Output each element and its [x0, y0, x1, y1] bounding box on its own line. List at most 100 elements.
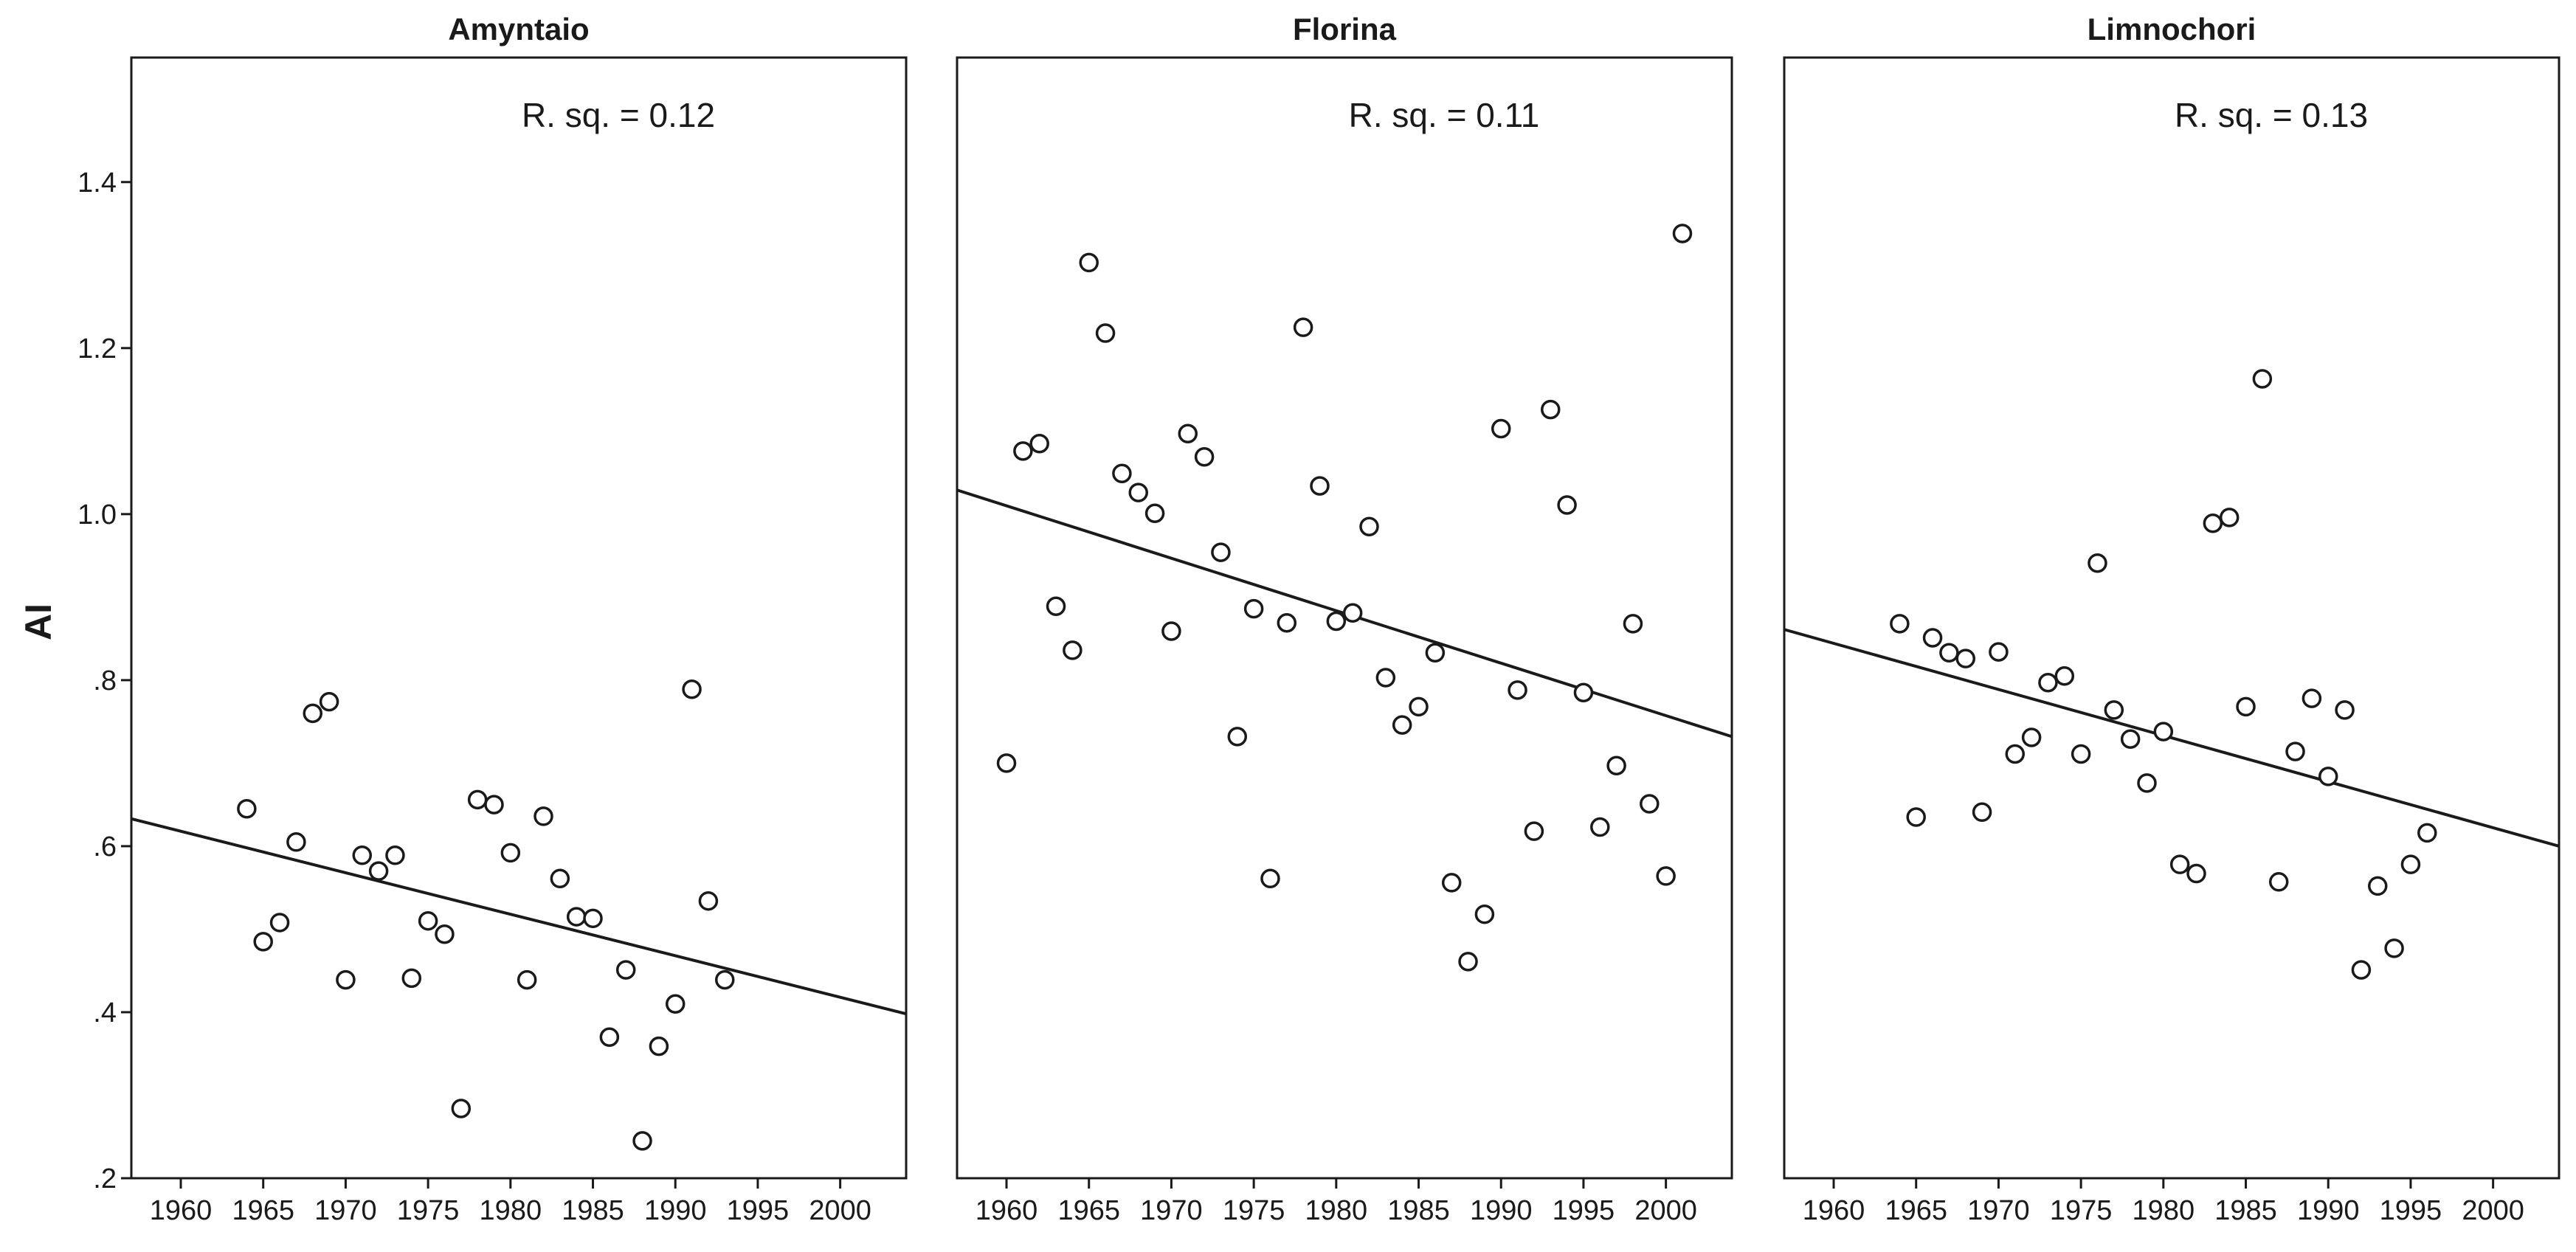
data-point [2335, 700, 2355, 720]
data-point [451, 1099, 472, 1118]
data-point [2088, 553, 2107, 573]
x-tick-label: 1990 [2297, 1195, 2360, 1226]
data-point [1441, 873, 1462, 893]
data-point [665, 994, 686, 1014]
data-point [1063, 640, 1082, 660]
data-point [1656, 866, 1676, 886]
data-point [1277, 613, 1297, 633]
data-point [2351, 960, 2372, 980]
x-tick-label: 1975 [2050, 1195, 2113, 1226]
x-tick-label: 1975 [397, 1195, 460, 1226]
regression-line [1783, 628, 2560, 848]
data-point [2137, 773, 2157, 793]
x-tick-label: 2000 [809, 1195, 871, 1226]
x-tick-label: 1990 [644, 1195, 707, 1226]
y-tick-label: 1.4 [77, 167, 117, 198]
data-point [1890, 614, 1910, 634]
x-tick-label: 1970 [314, 1195, 377, 1226]
data-point [2169, 854, 2190, 874]
data-point [2318, 767, 2338, 786]
x-tick-label: 1960 [976, 1195, 1038, 1226]
data-point [286, 832, 306, 852]
panel-title: Limnochori [2088, 12, 2256, 46]
x-tick-label: 1965 [1057, 1195, 1120, 1226]
data-point [2104, 700, 2124, 720]
panel-amyntaio: Amyntaio 1960 1965 1970 1975 1980 1985 1990 1995… [77, 12, 908, 1226]
x-tick-label: 1985 [1387, 1195, 1450, 1226]
x-tick-label: 1995 [727, 1195, 790, 1226]
data-point [1342, 603, 1363, 623]
data-point [1573, 682, 1594, 703]
y-tick-label: .8 [93, 665, 117, 696]
data-point [1095, 323, 1116, 343]
x-tick-label: 1970 [1967, 1195, 2030, 1226]
data-point [517, 969, 537, 990]
panel-title: Florina [1293, 12, 1397, 46]
data-point [1013, 441, 1033, 461]
data-point [2285, 741, 2305, 761]
data-point [1211, 542, 1231, 562]
data-point [319, 691, 339, 712]
x-tick-label: 1985 [562, 1195, 624, 1226]
data-point [303, 703, 322, 724]
y-axis-label: AI [18, 603, 59, 640]
data-point [2153, 722, 2174, 741]
data-point [2302, 688, 2322, 708]
x-tick-label: 1980 [2133, 1195, 2195, 1226]
data-point [1425, 643, 1446, 663]
data-point [385, 845, 405, 865]
data-point [336, 969, 356, 990]
r-squared-label: R. sq. = 0.12 [522, 96, 715, 134]
data-point [1293, 317, 1313, 337]
data-point [649, 1036, 669, 1056]
plot-frame [1783, 56, 2561, 1180]
data-point [1557, 495, 1577, 515]
y-tick-label: .2 [93, 1163, 117, 1194]
data-point [1524, 821, 1544, 841]
data-point [566, 907, 587, 927]
data-point [500, 843, 521, 863]
x-tick-label: 1960 [1803, 1195, 1865, 1226]
data-point [1590, 817, 1610, 837]
data-point [2236, 696, 2256, 717]
y-tick-label: .4 [93, 997, 117, 1028]
data-point [550, 868, 570, 889]
data-point [1640, 794, 1660, 814]
data-point [1029, 433, 1049, 454]
data-point [1955, 649, 1975, 668]
data-point [615, 960, 636, 980]
data-point [1310, 476, 1330, 496]
data-point [1243, 598, 1264, 619]
panel-title: Amyntaio [448, 12, 589, 46]
data-point [1178, 423, 1198, 443]
data-point [1359, 516, 1379, 536]
data-point [1194, 446, 1215, 467]
data-point [253, 932, 273, 952]
data-point [583, 908, 603, 929]
x-tick-label: 1985 [2214, 1195, 2277, 1226]
data-point [1079, 252, 1099, 273]
x-tick-label: 1960 [150, 1195, 213, 1226]
data-point [996, 753, 1017, 773]
data-point [1491, 418, 1511, 439]
data-point [1606, 755, 1626, 776]
x-tick-label: 1990 [1470, 1195, 1533, 1226]
data-point [401, 968, 422, 989]
data-point [1541, 399, 1561, 420]
x-tick-label: 1965 [232, 1195, 294, 1226]
data-point [2021, 727, 2042, 747]
panel-florina: Florina 1960 1965 1970 1975 1980 1985 1990 1995 2… [956, 12, 1733, 1226]
data-point [352, 845, 373, 865]
plot-frame [130, 56, 908, 1180]
data-point [2384, 938, 2404, 958]
data-point [418, 910, 438, 931]
data-point [1623, 614, 1643, 634]
data-point [1326, 611, 1347, 632]
regression-line [131, 817, 907, 1016]
data-point [2120, 729, 2141, 750]
data-point [2071, 744, 2091, 764]
data-point [599, 1027, 620, 1047]
x-tick-label: 1980 [1305, 1195, 1368, 1226]
data-point [1046, 596, 1066, 616]
